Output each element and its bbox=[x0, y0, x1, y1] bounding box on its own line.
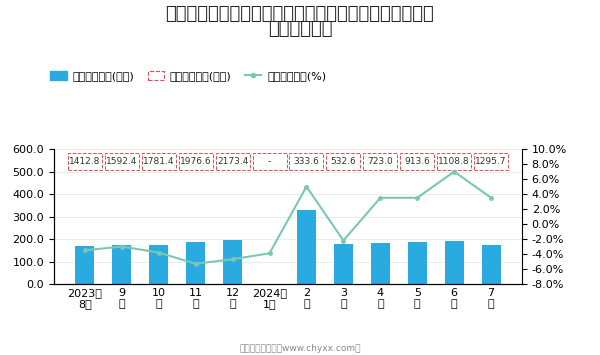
Text: 制图：智研咨询（www.chyxx.com）: 制图：智研咨询（www.chyxx.com） bbox=[239, 344, 361, 353]
Text: 1295.7: 1295.7 bbox=[475, 157, 507, 166]
Bar bbox=[75, 246, 94, 284]
Text: -: - bbox=[268, 157, 271, 166]
Text: 532.6: 532.6 bbox=[331, 157, 356, 166]
Text: 近一年全国农副食品加工业出口货值当期值、累计值及同: 近一年全国农副食品加工业出口货值当期值、累计值及同 bbox=[166, 5, 434, 23]
Bar bbox=[334, 244, 353, 284]
Bar bbox=[112, 245, 131, 284]
Bar bbox=[186, 242, 205, 284]
Text: 1781.4: 1781.4 bbox=[143, 157, 175, 166]
Text: 723.0: 723.0 bbox=[367, 157, 393, 166]
Text: 333.6: 333.6 bbox=[293, 157, 319, 166]
Text: 913.6: 913.6 bbox=[404, 157, 430, 166]
Bar bbox=[223, 240, 242, 284]
Legend: 当月出口货值(亿元), 累计出口货值(亿元), 当月同比增长(%): 当月出口货值(亿元), 累计出口货值(亿元), 当月同比增长(%) bbox=[50, 71, 326, 81]
Bar bbox=[326, 153, 361, 170]
Bar bbox=[482, 245, 501, 284]
Bar bbox=[253, 153, 287, 170]
Bar bbox=[407, 242, 427, 284]
Text: 比增长统计图: 比增长统计图 bbox=[268, 20, 332, 38]
Bar bbox=[142, 153, 176, 170]
Bar bbox=[297, 210, 316, 284]
Bar bbox=[400, 153, 434, 170]
Bar bbox=[215, 153, 250, 170]
Bar bbox=[437, 153, 471, 170]
Bar bbox=[68, 153, 102, 170]
Text: 1592.4: 1592.4 bbox=[106, 157, 137, 166]
Bar bbox=[371, 243, 390, 284]
Bar bbox=[474, 153, 508, 170]
Bar bbox=[105, 153, 139, 170]
Text: 1108.8: 1108.8 bbox=[439, 157, 470, 166]
Bar bbox=[179, 153, 212, 170]
Text: 1412.8: 1412.8 bbox=[69, 157, 101, 166]
Bar bbox=[364, 153, 397, 170]
Text: 2173.4: 2173.4 bbox=[217, 157, 248, 166]
Bar bbox=[289, 153, 323, 170]
Bar bbox=[149, 245, 169, 284]
Bar bbox=[445, 241, 464, 284]
Text: 1976.6: 1976.6 bbox=[180, 157, 211, 166]
